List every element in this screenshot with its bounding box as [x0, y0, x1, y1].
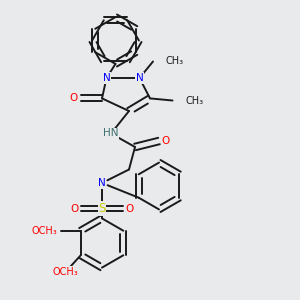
Text: O: O: [48, 226, 56, 236]
Text: N: N: [98, 178, 106, 188]
Text: OCH₃: OCH₃: [32, 226, 58, 236]
Text: O: O: [69, 93, 78, 103]
Text: O: O: [161, 136, 170, 146]
Text: O: O: [125, 203, 134, 214]
Text: CH₃: CH₃: [185, 95, 203, 106]
Text: S: S: [98, 202, 106, 215]
Text: N: N: [103, 73, 110, 83]
Text: CH₃: CH₃: [166, 56, 184, 67]
Text: N: N: [136, 73, 143, 83]
Text: O: O: [70, 203, 79, 214]
Text: OCH₃: OCH₃: [53, 267, 79, 277]
Text: HN: HN: [103, 128, 119, 139]
